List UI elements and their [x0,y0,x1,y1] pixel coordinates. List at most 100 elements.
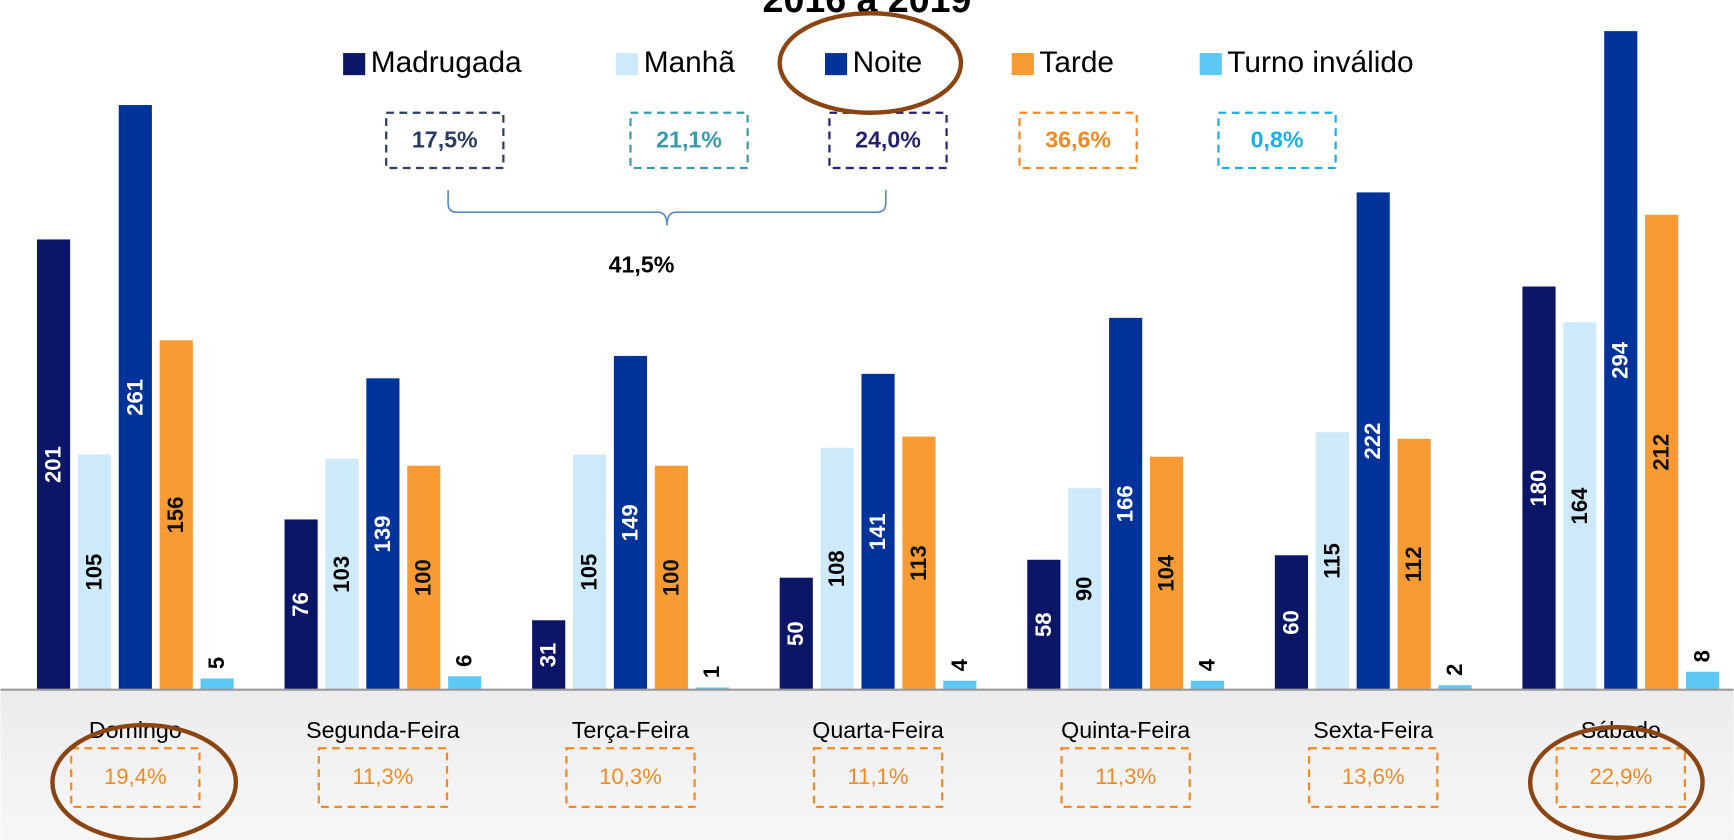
value-label: 115 [1319,543,1344,579]
category-share: 11,1% [848,764,909,789]
value-label: 5 [204,657,229,669]
category-share: 19,4% [104,764,167,789]
legend-swatch [1199,53,1222,76]
legend-swatch [343,53,366,76]
bar [654,465,688,690]
x-tick-label: Segunda-Feira [306,717,460,743]
bar [943,680,977,690]
value-label: 8 [1690,650,1715,662]
value-label: 180 [1526,470,1551,507]
category-share: 11,3% [1095,764,1156,789]
bar [902,436,936,690]
value-label: 90 [1072,577,1097,602]
value-label: 104 [1153,554,1178,592]
legend-label: Manhã [644,46,736,79]
value-label: 164 [1567,487,1592,525]
category-share: 22,9% [1589,764,1652,789]
value-label: 31 [536,643,561,668]
legend-swatch [825,53,848,76]
value-label: 100 [411,559,436,596]
bar [1356,192,1390,690]
bar [1522,286,1556,690]
bar [1190,680,1224,690]
bar [1274,555,1308,690]
bar [159,340,193,690]
annotation: 41,5% [609,251,675,277]
value-label: 149 [617,504,642,541]
bar [407,465,441,690]
value-label: 113 [906,545,931,581]
bar [284,519,318,690]
share-box [385,111,505,170]
value-label: 212 [1649,434,1674,471]
bar [1686,671,1720,690]
x-tick-label: Quarta-Feira [812,717,944,743]
share-label: 24,0% [855,127,921,153]
bar [200,678,234,690]
value-label: 103 [329,556,354,593]
legend-label: Turno inválido [1227,46,1413,79]
value-label: 60 [1278,610,1303,635]
bar [1438,685,1472,690]
bar [613,355,648,690]
share-box [629,111,749,170]
value-label: 112 [1401,546,1426,582]
bar [820,447,854,690]
value-label: 105 [577,554,602,591]
share-label: 17,5% [412,127,478,153]
bar [695,687,729,690]
value-label: 4 [947,658,972,671]
bar [1604,31,1638,690]
value-label: 105 [81,554,106,591]
bar [448,676,482,690]
legend-label: Tarde [1039,46,1114,79]
value-label: 76 [288,592,313,617]
bar [1315,432,1349,690]
value-label: 156 [163,497,188,534]
value-label: 6 [452,655,477,667]
bar [77,454,111,690]
legend-label: Noite [853,46,923,79]
bar [573,454,607,690]
bracket [447,190,887,226]
legend-swatch [1011,53,1034,76]
value-label: 58 [1031,612,1056,637]
value-label: 166 [1113,485,1138,522]
bar [366,378,400,690]
share-label: 0,8% [1251,127,1304,153]
bar [1109,317,1143,690]
share-label: 36,6% [1045,127,1111,153]
bar [325,458,359,690]
bar [861,373,895,690]
highlight-ellipse [1527,725,1705,840]
bar [118,105,152,690]
x-tick-label: Sexta-Feira [1313,717,1433,743]
bar [1563,322,1597,690]
value-label: 261 [122,379,147,416]
value-label: 4 [1194,658,1219,671]
value-label: 108 [824,550,849,587]
highlight-ellipse [50,722,239,840]
share-box [1217,111,1337,170]
value-label: 294 [1608,341,1633,379]
bar [779,577,813,690]
value-label: 100 [658,559,683,596]
share-label: 21,1% [656,127,722,153]
chart-title: 2016 a 2019 [763,0,972,20]
value-label: 50 [783,621,808,646]
bar [1068,488,1102,690]
share-box [1018,111,1138,170]
bar [1149,456,1184,690]
bar [532,620,566,690]
x-tick-label: Terça-Feira [572,717,689,743]
value-label: 139 [370,516,395,553]
footer-band [0,689,1734,840]
category-share: 13,6% [1342,764,1405,789]
legend-label: Madrugada [371,46,522,79]
bar [1027,559,1061,690]
value-label: 201 [40,446,65,483]
value-label: 222 [1360,423,1385,460]
category-share: 11,3% [352,764,413,789]
highlight-ellipse [777,11,964,115]
